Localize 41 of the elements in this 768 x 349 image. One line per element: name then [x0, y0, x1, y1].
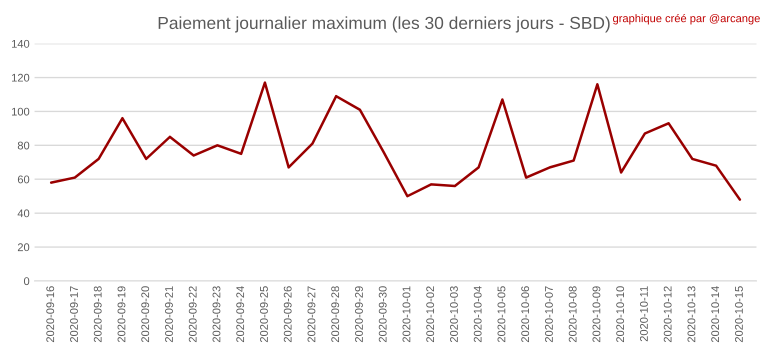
text: graphique créé par @arcange	[613, 14, 760, 24]
x-tick-label: 2020-09-25	[260, 286, 268, 342]
y-tick-label: 60	[18, 176, 30, 184]
x-tick-label: 2020-10-04	[474, 286, 482, 342]
y-tick-label: 80	[18, 142, 30, 150]
x-tick-label: 2020-09-21	[165, 286, 173, 342]
x-tick-label: 2020-09-16	[46, 286, 54, 342]
x-tick-label: 2020-10-08	[568, 286, 577, 342]
x-tick-label: 2020-10-10	[616, 286, 624, 342]
x-tick-label: 2020-09-30	[378, 286, 387, 342]
y-tick-label: 40	[18, 209, 30, 218]
y-tick-label: 20	[18, 243, 30, 252]
x-tick-label: 2020-10-03	[450, 286, 458, 342]
line-series	[50, 81, 742, 201]
x-tick-label: 2020-10-07	[544, 286, 553, 342]
x-tick-label: 2020-09-20	[141, 286, 150, 342]
x-tick-label: 2020-10-11	[640, 286, 648, 342]
x-tick-label: 2020-09-18	[94, 286, 102, 342]
x-tick-label: 2020-10-09	[592, 286, 600, 342]
x-tick-label: 2020-10-14	[711, 286, 720, 342]
x-tick-label: 2020-09-19	[118, 286, 126, 342]
x-tick-label: 2020-10-15	[734, 286, 743, 342]
y-tick-label: 0	[24, 277, 30, 286]
x-tick-label: 2020-10-02	[426, 286, 434, 342]
x-tick-label: 2020-10-06	[521, 286, 530, 342]
x-tick-label: 2020-10-13	[687, 286, 696, 342]
x-tick-label: 2020-09-17	[70, 286, 78, 342]
x-tick-label: 2020-09-27	[308, 286, 316, 342]
y-tick-label: 120	[12, 74, 30, 82]
x-tick-label: 2020-09-22	[188, 286, 197, 342]
x-tick-label: 2020-10-12	[664, 286, 672, 342]
x-tick-label: 2020-09-28	[331, 286, 340, 342]
x-tick-label: 2020-09-29	[355, 286, 363, 342]
x-tick-label: 2020-10-01	[402, 286, 410, 342]
x-tick-label: 2020-09-23	[212, 286, 220, 342]
y-tick-label: 100	[12, 108, 30, 116]
chart-title: Paiement journalier maximum (les 30 derniers jours - SBD)	[158, 16, 610, 33]
y-tick-label: 140	[12, 40, 30, 48]
x-tick-label: 2020-09-24	[236, 286, 244, 342]
x-tick-label: 2020-10-05	[498, 286, 506, 342]
x-tick-label: 2020-09-26	[284, 286, 292, 342]
